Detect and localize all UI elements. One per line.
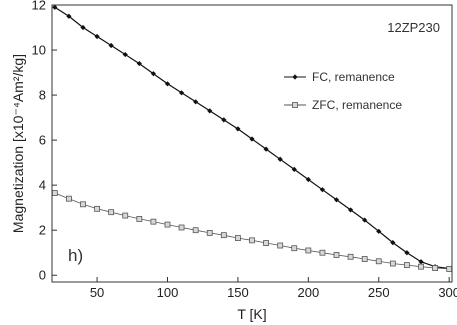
zfc-data-point [404,263,409,268]
zfc-data-point [95,206,100,211]
zfc-data-point [137,216,142,221]
zfc-data-point [320,250,325,255]
y-tick-label: 10 [32,43,46,58]
zfc-data-point [207,230,212,235]
y-tick-label: 12 [32,0,46,13]
zfc-data-point [165,222,170,227]
fc-remanence-series [52,5,452,271]
zfc-data-point [264,241,269,246]
zfc-data-point [334,252,339,257]
legend-entry: ZFC, remanence [284,98,402,112]
zfc-data-point [278,243,283,248]
x-tick-label: 100 [157,285,179,300]
x-axis-title: T [K] [237,306,266,322]
panel-label: h) [68,246,83,265]
x-tick-label: 50 [90,285,104,300]
legend-label: FC, remanence [312,70,395,84]
x-tick-label: 300 [438,285,457,300]
zfc-data-point [221,233,226,238]
zfc-data-point [151,219,156,224]
zfc-data-point [235,236,240,241]
y-tick-label: 6 [39,133,46,148]
zfc-data-point [80,202,85,207]
legend-entry: FC, remanence [284,70,395,84]
y-tick-label: 2 [39,223,46,238]
x-tick-label: 150 [227,285,249,300]
zfc-data-point [376,259,381,264]
zfc-data-point [390,261,395,266]
legend-marker [293,103,298,108]
zfc-data-point [109,210,114,215]
y-tick-label: 4 [39,178,46,193]
x-tick-label: 250 [368,285,390,300]
sample-label: 12ZP230 [387,20,440,35]
zfc-data-point [348,254,353,259]
y-tick-label: 8 [39,88,46,103]
zfc-data-point [179,225,184,230]
y-axis-title: Magnetization [x10⁻⁴Am²/kg] [10,54,26,233]
legend-label: ZFC, remanence [312,98,402,112]
legend-marker [292,74,297,79]
zfc-data-point [66,196,71,201]
zfc-data-point [306,248,311,253]
zfc-data-point [433,266,438,271]
zfc-data-point [292,246,297,251]
zfc-data-point [419,264,424,269]
x-tick-label: 200 [297,285,319,300]
series-line [55,193,449,269]
zfc-data-point [362,257,367,262]
zfc-data-point [250,238,255,243]
zfc-data-point [447,266,452,271]
y-tick-label: 0 [39,268,46,283]
zfc-remanence-series [52,191,451,272]
zfc-data-point [52,191,57,196]
zfc-data-point [193,228,198,233]
zfc-data-point [123,213,128,218]
